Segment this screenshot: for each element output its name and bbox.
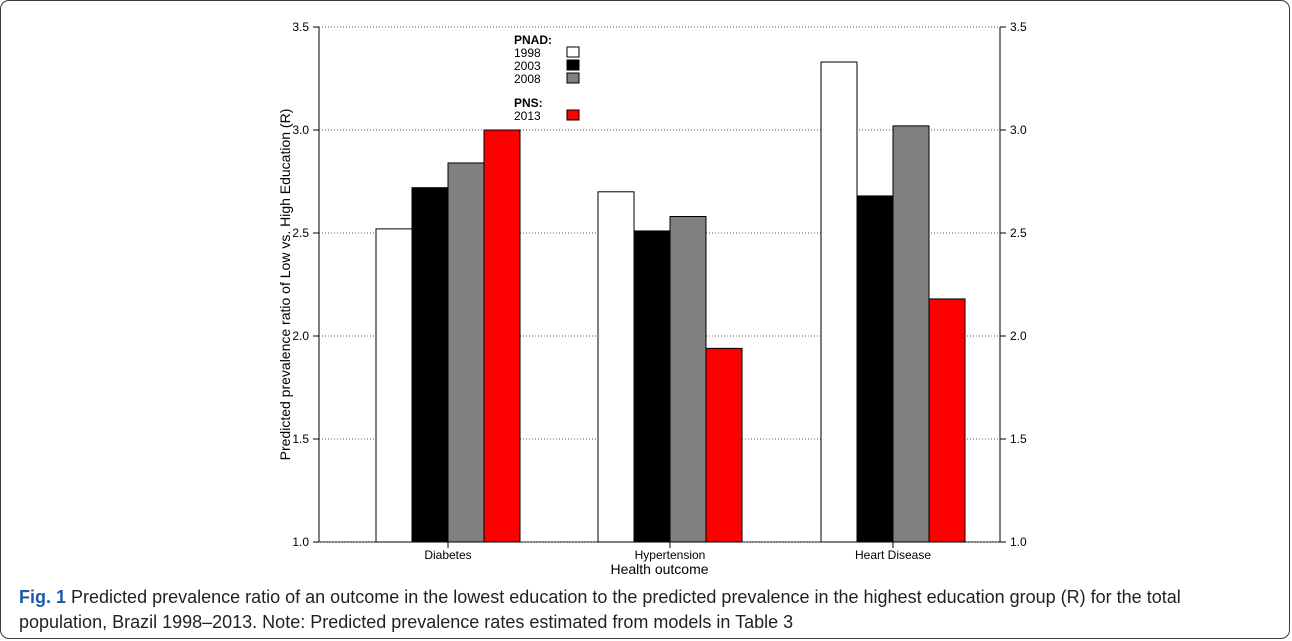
x-tick-label: Hypertension — [635, 548, 706, 562]
legend-label: 2008 — [514, 72, 541, 86]
legend-title: PNAD: — [514, 33, 552, 47]
figure-caption: Fig. 1 Predicted prevalence ratio of an … — [19, 585, 1269, 635]
bar — [633, 230, 671, 543]
y-tick-label-left: 1.5 — [292, 432, 309, 446]
y-tick-label-right: 2.0 — [1010, 329, 1027, 343]
bar — [892, 125, 930, 543]
bar — [411, 187, 449, 543]
bar-chart: 1.0 1.0 1.5 1.5 2.0 2.0 2.5 2.5 3.0 3.0 3.5 3.5 Diab… — [277, 20, 1027, 577]
x-axis-title: Health outcome — [610, 561, 708, 577]
y-tick-label-left: 2.5 — [292, 226, 309, 240]
bar — [856, 195, 894, 543]
bar — [447, 162, 485, 543]
bar — [375, 228, 413, 543]
caption-text: Predicted prevalence ratio of an outcome… — [19, 587, 1181, 632]
legend-label: 2013 — [514, 109, 541, 123]
y-tick-label-right: 3.5 — [1010, 20, 1027, 34]
legend-swatch — [566, 72, 580, 84]
bar — [928, 298, 966, 543]
bar — [669, 216, 707, 543]
y-tick-label-right: 1.0 — [1010, 535, 1027, 549]
legend-swatch — [566, 109, 580, 121]
x-tick-label: Diabetes — [424, 548, 471, 562]
y-tick-label-right: 2.5 — [1010, 226, 1027, 240]
legend-swatch — [566, 46, 580, 58]
bar — [597, 191, 635, 543]
bar — [483, 129, 521, 543]
bar — [705, 347, 743, 543]
legend-label: 1998 — [514, 46, 541, 60]
y-axis-title: Predicted prevalence ratio of Low vs. Hi… — [277, 109, 293, 461]
y-tick-label-right: 1.5 — [1010, 432, 1027, 446]
y-tick-label-left: 1.0 — [292, 535, 309, 549]
legend-label: 2003 — [514, 59, 541, 73]
y-tick-label-left: 3.0 — [292, 123, 309, 137]
caption-label: Fig. 1 — [19, 587, 67, 607]
legend-title: PNS: — [514, 96, 543, 110]
legend-swatch — [566, 59, 580, 71]
y-tick-label-right: 3.0 — [1010, 123, 1027, 137]
bar — [820, 61, 858, 543]
y-tick-label-left: 2.0 — [292, 329, 309, 343]
y-tick-label-left: 3.5 — [292, 20, 309, 34]
x-tick-label: Heart Disease — [855, 548, 931, 562]
